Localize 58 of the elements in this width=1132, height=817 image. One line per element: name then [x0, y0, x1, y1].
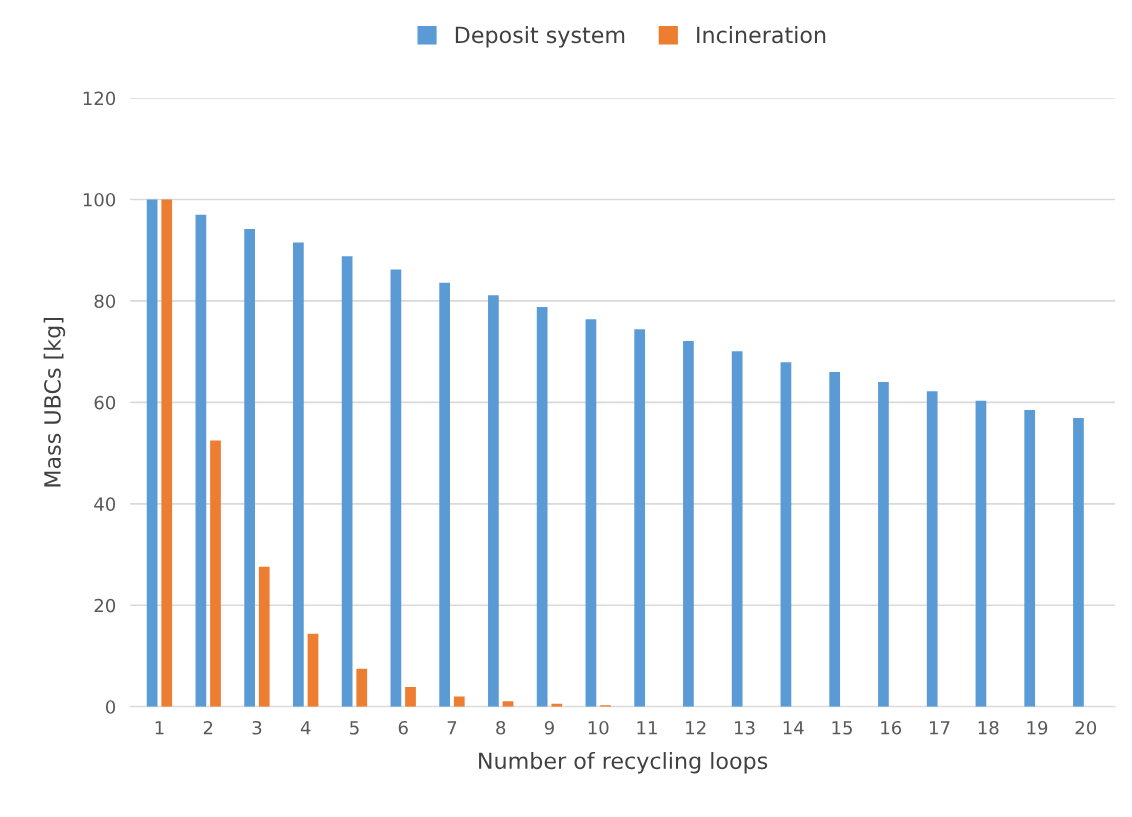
x-tick-label: 9: [544, 720, 554, 735]
x-axis-title: Number of recycling loops: [479, 751, 768, 774]
bar: [258, 566, 270, 707]
bar: [975, 400, 987, 707]
x-tick-label: 4: [300, 721, 311, 735]
bar: [146, 199, 158, 707]
legend-label: Deposit system: [455, 26, 625, 48]
bar: [1073, 418, 1084, 707]
bar: [585, 319, 597, 707]
bar: [405, 686, 416, 707]
y-tick-label: 0: [105, 700, 116, 714]
x-tick-label: 8: [496, 720, 506, 735]
bar: [1024, 409, 1036, 707]
bar: [210, 440, 221, 707]
y-axis-title: Mass UBCs [kg]: [43, 317, 66, 487]
bar: [390, 269, 402, 707]
x-tick-label: 6: [398, 720, 408, 735]
x-tick-label: 7: [447, 721, 457, 735]
bar: [307, 633, 319, 707]
x-tick-label: 15: [832, 721, 852, 735]
bar: [356, 668, 368, 707]
bar: [829, 371, 841, 707]
y-tick-label: 80: [94, 294, 116, 309]
x-tick-label: 19: [1027, 720, 1048, 735]
legend-label: Incineration: [697, 26, 826, 44]
x-tick-label: 2: [203, 720, 213, 735]
x-tick-label: 14: [783, 721, 804, 735]
x-tick-label: 18: [978, 720, 999, 735]
bar: [878, 382, 889, 707]
x-tick-label: 20: [1075, 720, 1097, 735]
x-tick-label: 13: [734, 720, 755, 735]
x-tick-label: 12: [686, 720, 706, 735]
y-tick-label: 100: [83, 192, 116, 207]
x-tick-label: 5: [350, 721, 359, 735]
y-tick-label: 60: [94, 395, 116, 410]
x-tick-label: 11: [637, 721, 657, 735]
y-tick-label: 20: [94, 598, 116, 613]
bar: [439, 282, 451, 707]
bar: [683, 341, 694, 707]
x-tick-label: 3: [252, 720, 262, 735]
bar: [341, 256, 353, 707]
bar: [161, 199, 173, 707]
bar: [244, 228, 255, 707]
bar: [926, 391, 938, 707]
x-tick-label: 1: [155, 721, 164, 735]
bar: [731, 351, 743, 707]
bar: [293, 242, 304, 707]
y-tick-label: 120: [83, 91, 116, 106]
y-tick-label: 40: [94, 497, 116, 511]
bar: [634, 329, 646, 707]
bar: [780, 362, 792, 707]
x-tick-label: 16: [881, 720, 902, 735]
x-tick-label: 10: [588, 720, 609, 735]
bar: [536, 307, 548, 707]
bar: [488, 295, 499, 707]
bar: [453, 696, 465, 707]
x-tick-label: 17: [930, 721, 950, 735]
bar: [195, 214, 207, 707]
